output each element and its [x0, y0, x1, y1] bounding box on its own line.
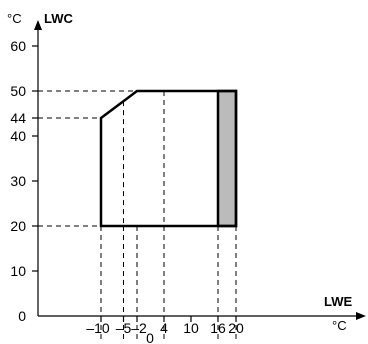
shaded-region [216, 89, 238, 228]
axes [34, 20, 366, 320]
reference-lines [38, 90, 237, 340]
y-tick-label: 50 [10, 83, 26, 99]
y-axis-title: LWC [44, 11, 73, 26]
x-axis-title: LWE [324, 294, 352, 309]
x-axis-unit: °C [332, 318, 347, 333]
x-tick-label: 16 [210, 320, 226, 336]
tick-marks [32, 45, 237, 322]
y-tick-label: 10 [10, 263, 26, 279]
y-axis-arrow-icon [34, 20, 42, 30]
x-tick-label: 4 [160, 320, 168, 336]
y-tick-label: 0 [18, 308, 26, 324]
x-tick-label: –5 [116, 320, 132, 336]
x-tick-label: –2 [131, 320, 147, 336]
y-tick-label: 44 [10, 110, 26, 126]
x-tick-label: 20 [228, 320, 244, 336]
y-tick-label: 60 [10, 38, 26, 54]
y-tick-label: 40 [10, 128, 26, 144]
y-tick-label: 20 [10, 218, 26, 234]
x-axis-arrow-icon [356, 312, 366, 320]
envelope-outline [99, 89, 238, 228]
x-tick-label: 10 [183, 320, 199, 336]
envelope-region [99, 89, 238, 228]
y-axis-unit: °C [7, 11, 22, 26]
x-tick-label: 0 [146, 330, 154, 344]
y-tick-label: 30 [10, 173, 26, 189]
x-tick-label: –10 [86, 320, 110, 336]
